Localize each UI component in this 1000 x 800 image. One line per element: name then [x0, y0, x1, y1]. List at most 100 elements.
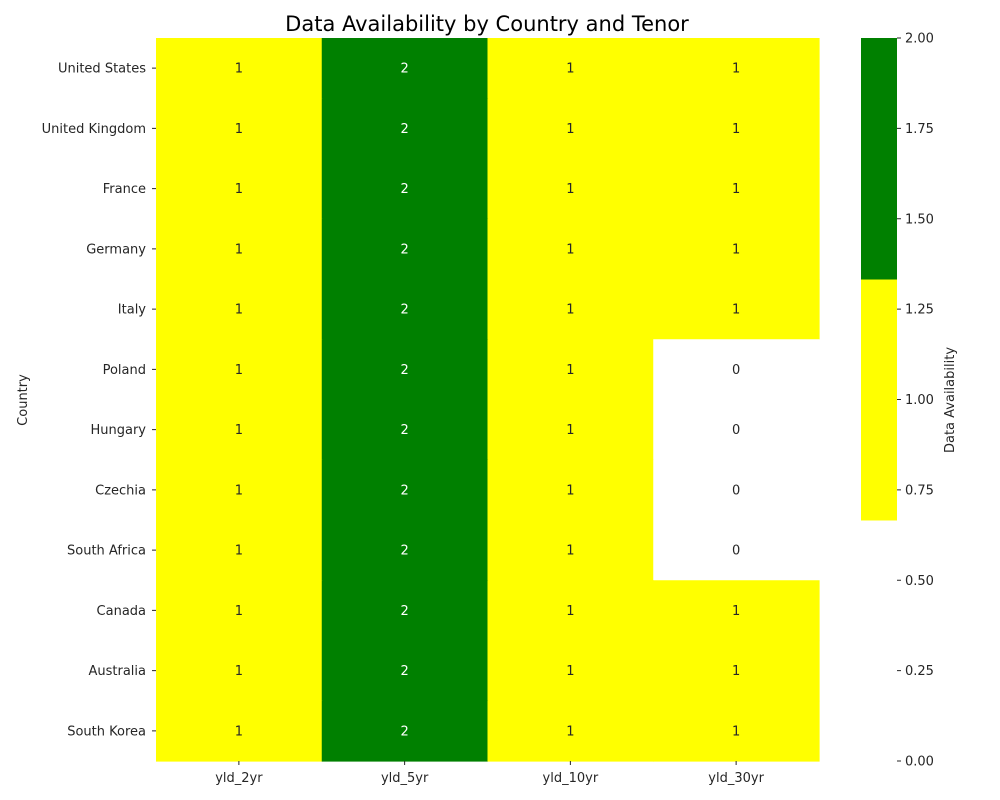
y-tick-label: France — [103, 182, 146, 197]
y-axis-ticks: United States United Kingdom France Germany… — [42, 62, 156, 739]
heatmap-cell — [653, 279, 820, 340]
y-tick-label: United Kingdom — [42, 122, 146, 137]
cell-value-label: 1 — [235, 544, 243, 559]
heatmap-cell — [156, 339, 323, 401]
colorbar-tick-label: 1.50 — [905, 212, 934, 227]
cell-value-label: 1 — [566, 182, 574, 197]
heatmap-cell — [653, 520, 820, 581]
cell-value-label: 0 — [732, 423, 740, 438]
heatmap-cell — [487, 640, 654, 702]
colorbar-tick-label: 0.00 — [905, 755, 934, 770]
heatmap-cell — [156, 580, 323, 642]
cell-value-label: 2 — [400, 62, 408, 77]
cell-value-label: 1 — [235, 604, 243, 619]
heatmap-cell — [321, 98, 489, 160]
colorbar: 0.00 0.25 0.50 0.75 1.00 1.25 1.50 1.75 2.00 — [861, 32, 934, 770]
y-tick-label: Canada — [97, 604, 146, 619]
heatmap-cell — [321, 158, 489, 220]
cell-value-label: 1 — [235, 303, 243, 318]
cell-value-label: 2 — [400, 303, 408, 318]
colorbar-segment — [861, 279, 897, 521]
heatmap-cell — [156, 520, 323, 581]
cell-value-label: 1 — [235, 122, 243, 137]
chart-title: Data Availability by Country and Tenor — [285, 12, 689, 36]
cell-value-label: 2 — [400, 242, 408, 257]
cell-value-label: 1 — [732, 242, 740, 257]
y-tick-label: South Korea — [67, 724, 146, 739]
y-tick-label: United States — [58, 62, 146, 77]
cell-value-label: 1 — [732, 122, 740, 137]
heatmap-cell — [156, 399, 323, 461]
y-tick-label: Germany — [86, 242, 146, 257]
colorbar-segment — [861, 519, 897, 762]
y-axis-label: Country — [16, 374, 31, 426]
colorbar-label: Data Availability — [943, 347, 958, 453]
heatmap-cell — [156, 38, 323, 99]
colorbar-tick-label: 0.25 — [905, 664, 934, 679]
cell-value-label: 2 — [400, 122, 408, 137]
heatmap-cell — [321, 459, 489, 521]
cell-value-label: 2 — [400, 182, 408, 197]
cell-value-label: 0 — [732, 544, 740, 559]
cell-annotations: 1 2 1 1 1 2 1 1 1 2 1 1 1 2 1 1 1 2 1 1 1 2 1 0 1 2 1 0 1 2 1 0 1 2 1 0 1 2 1 1… — [235, 62, 741, 740]
cell-value-label: 2 — [400, 423, 408, 438]
heatmap-cell — [487, 279, 654, 340]
x-tick-label: yld_2yr — [215, 771, 263, 786]
cell-value-label: 1 — [566, 724, 574, 739]
colorbar-tick-label: 1.00 — [905, 393, 934, 408]
heatmap-cell — [156, 158, 323, 220]
cell-value-label: 1 — [566, 122, 574, 137]
heatmap-cell — [653, 459, 820, 521]
cell-value-label: 2 — [400, 604, 408, 619]
cell-value-label: 0 — [732, 363, 740, 378]
heatmap-cell — [653, 640, 820, 702]
cell-value-label: 1 — [566, 423, 574, 438]
heatmap-cell — [653, 580, 820, 642]
y-tick-label: Poland — [103, 363, 146, 378]
cell-value-label: 1 — [235, 664, 243, 679]
colorbar-tick-label: 0.75 — [905, 483, 934, 498]
heatmap-cell — [156, 98, 323, 160]
y-tick-label: South Africa — [67, 544, 146, 559]
heatmap-cell — [156, 279, 323, 340]
y-tick-label: Italy — [118, 303, 147, 318]
colorbar-tick-label: 1.75 — [905, 122, 934, 137]
cell-value-label: 1 — [566, 242, 574, 257]
y-tick-label: Czechia — [95, 483, 146, 498]
cell-value-label: 1 — [235, 423, 243, 438]
heatmap-cell — [487, 38, 654, 99]
cell-value-label: 0 — [732, 483, 740, 498]
colorbar-tick-label: 0.50 — [905, 574, 934, 589]
heatmap-cell — [321, 218, 489, 280]
cell-value-label: 2 — [400, 544, 408, 559]
heatmap-cell — [653, 399, 820, 461]
heatmap-cell — [487, 399, 654, 461]
heatmap-cell — [321, 520, 489, 581]
heatmap-cell — [653, 158, 820, 220]
heatmap-cell — [321, 640, 489, 702]
cell-value-label: 2 — [400, 664, 408, 679]
cell-value-label: 1 — [566, 303, 574, 318]
y-tick-label: Hungary — [90, 423, 146, 438]
cell-value-label: 1 — [732, 62, 740, 77]
heatmap-cell — [487, 520, 654, 581]
heatmap-cell — [653, 218, 820, 280]
heatmap-cell — [487, 158, 654, 220]
cell-value-label: 1 — [235, 62, 243, 77]
colorbar-segment — [861, 38, 897, 280]
heatmap-cell — [487, 218, 654, 280]
x-axis-ticks: yld_2yr yld_5yr yld_10yr yld_30yr — [215, 761, 765, 786]
cell-value-label: 1 — [732, 303, 740, 318]
cell-value-label: 1 — [566, 544, 574, 559]
heatmap-cell — [487, 98, 654, 160]
cell-value-label: 1 — [566, 664, 574, 679]
cell-value-label: 1 — [732, 664, 740, 679]
heatmap-cell — [321, 38, 489, 99]
cell-value-label: 1 — [235, 363, 243, 378]
heatmap-cell — [321, 279, 489, 340]
cell-value-label: 1 — [235, 242, 243, 257]
colorbar-tick-label: 2.00 — [905, 32, 934, 47]
heatmap-cells — [156, 38, 820, 762]
cell-value-label: 1 — [235, 182, 243, 197]
